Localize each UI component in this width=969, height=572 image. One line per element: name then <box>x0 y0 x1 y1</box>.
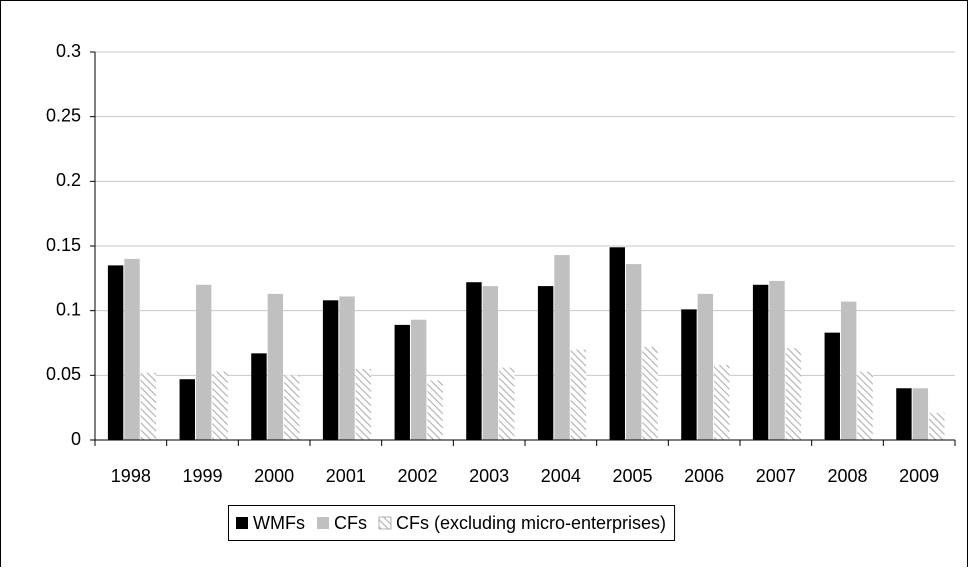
bar <box>896 388 912 440</box>
y-tick-label: 0.3 <box>56 41 81 61</box>
bar <box>124 258 140 440</box>
bar <box>625 264 642 440</box>
x-tick-label: 2000 <box>254 466 294 486</box>
legend-label: WMFs <box>253 513 305 533</box>
bar <box>697 293 714 440</box>
x-tick-label: 2009 <box>899 466 939 486</box>
bar <box>929 412 945 440</box>
y-tick-label: 0.15 <box>46 235 81 255</box>
bar <box>394 324 410 440</box>
legend-label: CFs <box>334 513 367 533</box>
x-tick-label: 2008 <box>827 466 867 486</box>
x-tick-label: 1998 <box>111 466 151 486</box>
bar <box>609 247 625 440</box>
bar <box>570 349 587 440</box>
bar <box>179 379 195 440</box>
bar <box>322 300 339 440</box>
y-tick-label: 0.1 <box>56 299 81 319</box>
bar <box>912 388 929 440</box>
bar <box>824 332 840 440</box>
bar <box>251 353 267 440</box>
bar <box>267 293 284 440</box>
bar <box>499 367 515 440</box>
legend-label: CFs (excluding micro-enterprises) <box>396 513 666 533</box>
bar <box>537 286 554 440</box>
bar <box>140 372 157 440</box>
legend-swatch <box>236 517 248 529</box>
legend-box <box>228 505 676 541</box>
bar <box>642 346 658 440</box>
bar <box>212 371 228 440</box>
y-tick-label: 0 <box>71 429 81 449</box>
y-tick-label: 0.25 <box>46 105 81 125</box>
bar <box>339 296 355 440</box>
bar <box>554 255 570 440</box>
bar <box>752 284 769 440</box>
x-tick-label: 2006 <box>684 466 724 486</box>
bar <box>681 309 697 440</box>
bar <box>714 364 730 440</box>
x-tick-label: 2005 <box>612 466 652 486</box>
bar <box>482 286 499 440</box>
x-tick-label: 2001 <box>326 466 366 486</box>
bar <box>466 282 482 440</box>
bar <box>785 348 802 440</box>
legend-swatch <box>378 516 392 530</box>
x-tick-label: 2004 <box>541 466 581 486</box>
x-tick-label: 2003 <box>469 466 509 486</box>
x-tick-label: 2002 <box>397 466 437 486</box>
bar <box>857 371 873 440</box>
legend-swatch <box>316 517 329 529</box>
bar <box>355 368 372 440</box>
bar <box>410 319 427 440</box>
bar <box>195 284 212 440</box>
bar <box>840 301 857 440</box>
x-tick-label: 1999 <box>182 466 222 486</box>
bar <box>427 380 443 440</box>
y-tick-label: 0.05 <box>46 364 81 384</box>
bar <box>284 375 300 440</box>
bar <box>769 280 785 440</box>
x-tick-label: 2007 <box>756 466 796 486</box>
y-tick-label: 0.2 <box>56 170 81 190</box>
bar <box>107 265 124 440</box>
